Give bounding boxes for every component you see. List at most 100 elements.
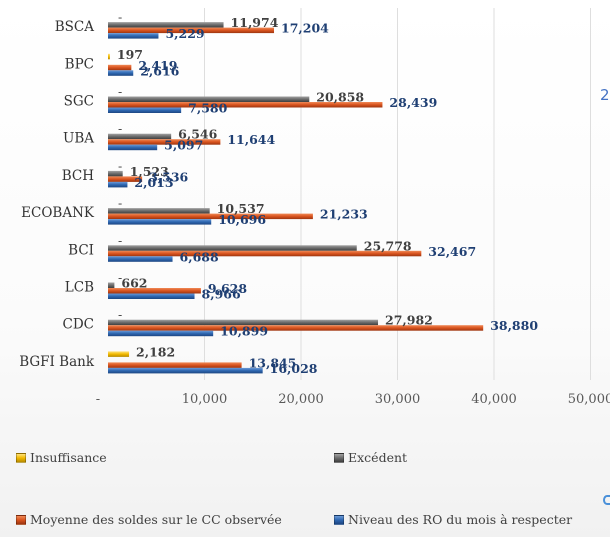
data-label-insuffisance: 197 [117,47,143,62]
data-label-excedent: 20,858 [316,90,364,105]
bar-niveau-des-ro-du-mois-a-respecter [108,367,263,374]
x-tick-label: 20,000 [278,392,324,407]
bar-excedent [108,22,224,28]
data-label-excedent: 662 [121,276,147,291]
bars [108,22,484,374]
edge-fragment-label: 2 [600,86,610,104]
bar-moyenne-des-soldes-sur-le-cc-observee [108,27,275,34]
legend-item-moyenne: Moyenne des soldes sur le CC observée [16,512,282,527]
data-label-excedent: 27,982 [385,313,433,328]
data-label-moyenne-des-soldes-sur-le-cc-observee: 3,536 [149,169,188,184]
category-label-bpc: BPC [65,56,94,72]
data-label-niveau-des-ro-du-mois-a-respecter: 2,013 [134,175,173,190]
legend-swatch-niveau [334,514,344,525]
data-label-niveau-des-ro-du-mois-a-respecter: 7,580 [188,101,227,116]
x-tick-label: 10,000 [182,392,228,407]
legend-label-insuffisance: Insuffisance [30,450,107,465]
category-label-bci: BCI [68,242,94,258]
legend-label-excedent: Excédent [348,450,408,465]
bar-moyenne-des-soldes-sur-le-cc-observee [108,250,422,257]
data-label-excedent: 25,778 [364,238,412,253]
bar-excedent [108,133,172,140]
data-label-moyenne-des-soldes-sur-le-cc-observee: 9,628 [208,281,247,296]
x-tick-label: 30,000 [375,392,421,407]
x-tick-label: - [96,392,100,407]
data-label-niveau-des-ro-du-mois-a-respecter: 5,229 [165,26,204,41]
bar-excedent [108,208,210,214]
data-label-excedent: 6,546 [178,127,217,142]
bar-moyenne-des-soldes-sur-le-cc-observee [108,213,313,220]
data-label-moyenne-des-soldes-sur-le-cc-observee: 32,467 [428,244,476,259]
data-label-niveau-des-ro-du-mois-a-respecter: 2,616 [140,63,179,78]
legend-label-niveau: Niveau des RO du mois à respecter [348,512,573,527]
data-label-niveau-des-ro-du-mois-a-respecter: 10,899 [220,324,268,339]
data-label-insuffisance: - [118,10,122,25]
legend-item-insuffisance: Insuffisance [16,450,107,465]
data-label-excedent: 10,537 [217,201,265,216]
bar-niveau-des-ro-du-mois-a-respecter [108,181,128,188]
legend-label-moyenne: Moyenne des soldes sur le CC observée [30,512,282,527]
data-label-insuffisance: - [118,196,122,211]
data-label-insuffisance: 2,182 [136,344,175,359]
bar-moyenne-des-soldes-sur-le-cc-observee [108,176,143,182]
category-label-uba: UBA [63,131,94,147]
legend-swatch-moyenne [16,514,26,525]
data-label-moyenne-des-soldes-sur-le-cc-observee: 17,204 [281,21,329,36]
category-label-bch: BCH [62,168,95,184]
data-label-excedent: 1,523 [130,164,169,179]
bar-excedent [108,319,379,326]
data-label-insuffisance: - [118,84,122,99]
data-label-niveau-des-ro-du-mois-a-respecter: 5,097 [164,138,203,153]
data-label-moyenne-des-soldes-sur-le-cc-observee: 13,845 [249,355,297,370]
category-labels: BSCA BPC SGC UBA BCH ECOBANK BCI LCB CDC BGFI Ban… [19,19,95,370]
bar-niveau-des-ro-du-mois-a-respecter [108,144,158,151]
legend-item-excedent: Excédent [334,450,407,465]
data-label-moyenne-des-soldes-sur-le-cc-observee: 2,419 [138,58,177,73]
category-label-sgc: SGC [64,94,94,110]
bar-excedent [108,245,357,251]
data-label-moyenne-des-soldes-sur-le-cc-observee: 11,644 [227,132,275,147]
data-label-insuffisance: - [118,233,122,248]
gridlines [204,8,591,380]
bar-niveau-des-ro-du-mois-a-respecter [108,33,159,39]
bar-niveau-des-ro-du-mois-a-respecter [108,293,195,299]
bar-niveau-des-ro-du-mois-a-respecter [108,70,134,76]
data-label-niveau-des-ro-du-mois-a-respecter: 6,688 [180,249,219,264]
bar-moyenne-des-soldes-sur-le-cc-observee [108,102,383,108]
x-tick-label: 50,000 [568,392,610,407]
bar-insuffisance [108,53,110,60]
bar-moyenne-des-soldes-sur-le-cc-observee [108,288,201,294]
data-label-moyenne-des-soldes-sur-le-cc-observee: 38,880 [490,318,538,333]
bar-moyenne-des-soldes-sur-le-cc-observee [108,362,242,368]
data-label-niveau-des-ro-du-mois-a-respecter: 10,696 [218,212,266,227]
edge-fragment-circle-icon [603,495,610,505]
bar-niveau-des-ro-du-mois-a-respecter [108,107,182,113]
category-label-bgfi-bank: BGFI Bank [19,354,95,370]
bar-excedent [108,96,310,102]
data-label-excedent: 11,974 [231,15,279,30]
bar-excedent [108,170,123,177]
x-tick-labels: - 10,000 20,000 30,000 40,000 50,000 [96,392,610,407]
data-label-insuffisance: - [118,121,122,136]
category-label-ecobank: ECOBANK [21,205,95,221]
bar-insuffisance [108,351,130,357]
bar-niveau-des-ro-du-mois-a-respecter [108,219,212,225]
data-label-moyenne-des-soldes-sur-le-cc-observee: 21,233 [320,207,368,222]
legend-swatch-insuffisance [16,452,26,463]
data-label-insuffisance: - [118,270,122,285]
category-label-lcb: LCB [65,280,94,296]
data-label-insuffisance: - [118,307,122,322]
bar-niveau-des-ro-du-mois-a-respecter [108,330,214,337]
bar-moyenne-des-soldes-sur-le-cc-observee [108,64,132,71]
legend-item-niveau: Niveau des RO du mois à respecter [334,512,572,527]
bar-moyenne-des-soldes-sur-le-cc-observee [108,325,484,331]
data-label-niveau-des-ro-du-mois-a-respecter: 8,966 [202,287,241,302]
bar-excedent [108,282,115,288]
x-tick-label: 40,000 [471,392,517,407]
data-label-moyenne-des-soldes-sur-le-cc-observee: 28,439 [389,95,437,110]
category-label-bsca: BSCA [55,19,94,35]
bar-moyenne-des-soldes-sur-le-cc-observee [108,139,221,145]
data-label-niveau-des-ro-du-mois-a-respecter: 16,028 [270,361,318,376]
